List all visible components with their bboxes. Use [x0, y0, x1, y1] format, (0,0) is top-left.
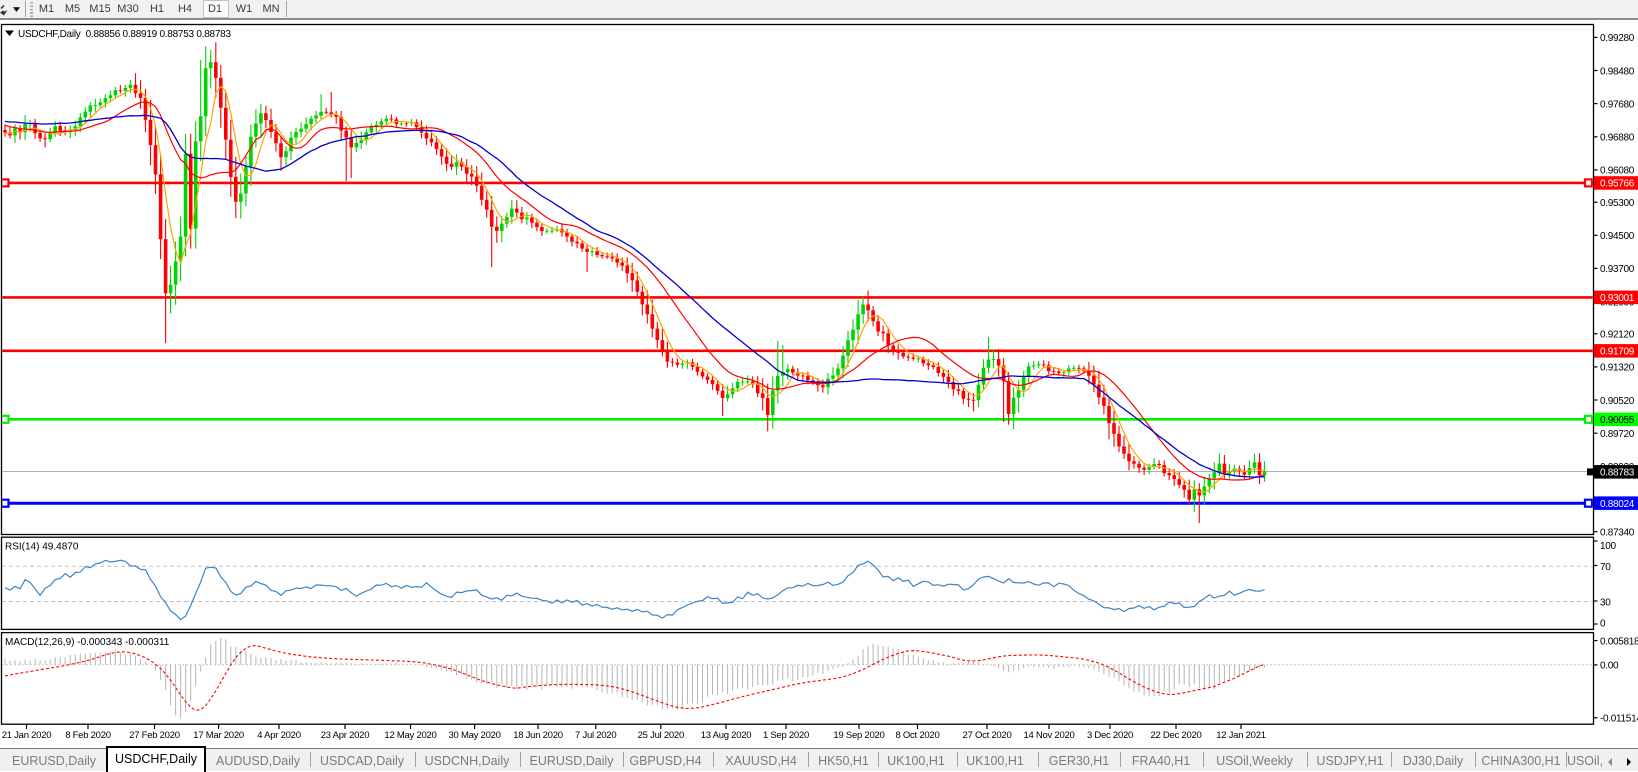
svg-text:RSI(14) 49.4870: RSI(14) 49.4870: [5, 542, 79, 553]
svg-text:0.91320: 0.91320: [1600, 363, 1635, 374]
svg-text:14 Nov 2020: 14 Nov 2020: [1023, 730, 1074, 741]
svg-text:0.90055: 0.90055: [1600, 415, 1635, 426]
svg-text:0.89720: 0.89720: [1600, 429, 1635, 440]
svg-text:0.96080: 0.96080: [1600, 166, 1635, 177]
svg-text:12 May 2020: 12 May 2020: [384, 730, 436, 741]
svg-text:USDCHF,Daily 0.88856 0.88919: USDCHF,Daily 0.88856 0.88919 0.88753 0.8…: [18, 29, 231, 40]
svg-text:0.98480: 0.98480: [1600, 66, 1635, 77]
svg-text:22 Dec 2020: 22 Dec 2020: [1150, 730, 1201, 741]
svg-text:0: 0: [1600, 619, 1606, 630]
svg-text:12 Jan 2021: 12 Jan 2021: [1216, 730, 1266, 741]
svg-text:0.90520: 0.90520: [1600, 396, 1635, 407]
svg-text:70: 70: [1600, 562, 1611, 573]
svg-text:8 Feb 2020: 8 Feb 2020: [65, 730, 111, 741]
svg-text:7 Jul 2020: 7 Jul 2020: [575, 730, 616, 741]
svg-text:0.99280: 0.99280: [1600, 33, 1635, 44]
svg-text:23 Apr 2020: 23 Apr 2020: [321, 730, 370, 741]
svg-text:0.93700: 0.93700: [1600, 264, 1635, 275]
svg-text:0.88783: 0.88783: [1600, 468, 1635, 479]
svg-text:1 Sep 2020: 1 Sep 2020: [763, 730, 809, 741]
svg-text:8 Oct 2020: 8 Oct 2020: [896, 730, 940, 741]
svg-text:0.005818: 0.005818: [1600, 636, 1638, 647]
svg-text:0.95300: 0.95300: [1600, 198, 1635, 209]
svg-text:0.95766: 0.95766: [1600, 179, 1635, 190]
svg-text:0.94500: 0.94500: [1600, 231, 1635, 242]
svg-text:0.91709: 0.91709: [1600, 347, 1635, 358]
svg-text:30 May 2020: 30 May 2020: [449, 730, 501, 741]
svg-text:3 Dec 2020: 3 Dec 2020: [1087, 730, 1133, 741]
svg-text:0.88024: 0.88024: [1600, 499, 1635, 510]
svg-text:30: 30: [1600, 597, 1611, 608]
svg-text:MACD(12,26,9) -0.000343 -0.000: MACD(12,26,9) -0.000343 -0.000311: [5, 637, 170, 648]
svg-text:13 Aug 2020: 13 Aug 2020: [701, 730, 752, 741]
svg-text:27 Feb 2020: 27 Feb 2020: [129, 730, 180, 741]
svg-text:4 Apr 2020: 4 Apr 2020: [257, 730, 300, 741]
svg-text:17 Mar 2020: 17 Mar 2020: [193, 730, 244, 741]
svg-text:0.00: 0.00: [1600, 661, 1619, 672]
svg-text:0.97680: 0.97680: [1600, 99, 1635, 110]
svg-text:27 Oct 2020: 27 Oct 2020: [962, 730, 1011, 741]
svg-text:21 Jan 2020: 21 Jan 2020: [2, 730, 52, 741]
svg-text:25 Jul 2020: 25 Jul 2020: [638, 730, 684, 741]
svg-text:19 Sep 2020: 19 Sep 2020: [833, 730, 884, 741]
svg-text:0.93001: 0.93001: [1600, 293, 1635, 304]
svg-text:0.87340: 0.87340: [1600, 528, 1635, 539]
svg-text:0.92120: 0.92120: [1600, 330, 1635, 341]
svg-text:18 Jun 2020: 18 Jun 2020: [513, 730, 563, 741]
svg-text:100: 100: [1600, 541, 1617, 552]
svg-text:0.96880: 0.96880: [1600, 133, 1635, 144]
svg-text:-0.011514: -0.011514: [1600, 714, 1638, 725]
